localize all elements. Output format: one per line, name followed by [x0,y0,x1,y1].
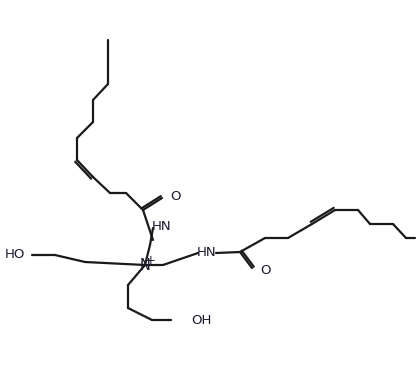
Text: N: N [139,258,150,273]
Text: O: O [260,264,270,276]
Text: +: + [146,254,156,266]
Text: HO: HO [5,249,25,261]
Text: HN: HN [197,246,217,258]
Text: OH: OH [191,314,211,326]
Text: O: O [170,190,181,203]
Text: HN: HN [152,220,172,234]
